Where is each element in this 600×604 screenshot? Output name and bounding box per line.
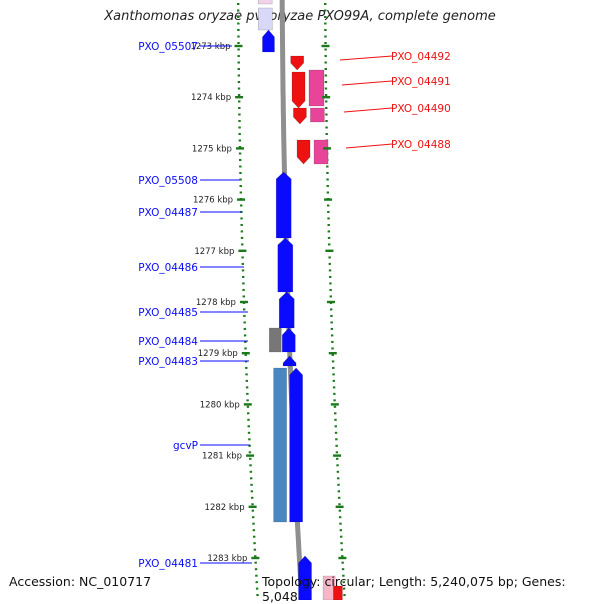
forward-gene-label: PXO_05507 bbox=[138, 41, 198, 53]
feature-pxo-04487 bbox=[277, 237, 294, 293]
feature-pxo-04492-a bbox=[290, 55, 304, 71]
gene-labels: PXO_05507 PXO_05508 PXO_04487 PXO_04486 PXO_… bbox=[138, 41, 451, 570]
forward-gene-label: PXO_04483 bbox=[138, 356, 198, 368]
tick-label: 1276 kbp bbox=[193, 196, 233, 206]
feature-pxo-05508 bbox=[275, 171, 292, 239]
forward-gene-label: gcvP bbox=[173, 440, 198, 452]
feature-top-lavender bbox=[257, 7, 273, 31]
feature-pxo-04483 bbox=[282, 355, 297, 367]
accession-text: Accession: NC_010717 bbox=[9, 574, 152, 589]
tick-label: 1277 kbp bbox=[194, 247, 234, 257]
reverse-gene-label: PXO_04491 bbox=[391, 76, 451, 88]
forward-gene-label: PXO_04484 bbox=[138, 336, 198, 348]
forward-gene-label: PXO_05508 bbox=[138, 175, 198, 187]
tick-label: 1274 kbp bbox=[191, 93, 231, 103]
tick-label: 1278 kbp bbox=[196, 298, 236, 308]
feature-pxo-04486 bbox=[278, 291, 295, 329]
tick-label: 1282 kbp bbox=[205, 503, 245, 513]
forward-gene-label: PXO_04481 bbox=[138, 558, 198, 570]
reverse-gene-leader bbox=[343, 107, 393, 113]
tick-label: 1281 kbp bbox=[202, 452, 242, 462]
feature-pxo-04488-a bbox=[296, 139, 311, 165]
tick-marks: 1273 kbp 1274 kbp 1275 kbp 1276 kbp 1277 kbp… bbox=[190, 42, 347, 564]
reverse-gene-leader bbox=[339, 55, 393, 61]
feature-top-light bbox=[257, 0, 273, 5]
tick-label: 1283 kbp bbox=[207, 554, 247, 564]
forward-gene-label: PXO_04486 bbox=[138, 262, 198, 274]
feature-pxo-04484 bbox=[268, 327, 282, 353]
feature-pxo-04481 bbox=[298, 555, 312, 600]
feature-pxo-04485 bbox=[281, 327, 296, 353]
tick-label: 1279 kbp bbox=[198, 349, 238, 359]
feature-pxo-04488 bbox=[313, 139, 329, 165]
feature-pxo-04491 bbox=[308, 69, 325, 107]
reverse-gene-label: PXO_04492 bbox=[391, 51, 451, 63]
forward-gene-label: PXO_04487 bbox=[138, 207, 198, 219]
feature-pxo-04490-a bbox=[293, 107, 307, 125]
reverse-gene-label: PXO_04488 bbox=[391, 139, 451, 151]
reverse-gene-label: PXO_04490 bbox=[391, 103, 451, 115]
feature-pxo-05507 bbox=[262, 29, 275, 53]
feature-pxo-04492 bbox=[291, 71, 306, 109]
feature-bottom-pink bbox=[322, 575, 336, 600]
feature-gcvp-steel bbox=[273, 367, 287, 523]
feature-bottom-red bbox=[333, 585, 343, 600]
reverse-gene-leader bbox=[341, 80, 393, 86]
map-title: Xanthomonas oryzae pv. oryzae PXO99A, co… bbox=[104, 9, 496, 24]
reverse-gene-leader bbox=[345, 143, 393, 149]
tick-label: 1273 kbp bbox=[190, 42, 230, 52]
tick-label: 1275 kbp bbox=[192, 144, 232, 154]
tick-label: 1280 kbp bbox=[200, 400, 240, 410]
outer-guide-ring bbox=[323, 0, 347, 600]
forward-gene-label: PXO_04485 bbox=[138, 307, 198, 319]
feature-pxo-04490 bbox=[310, 107, 325, 123]
gene-features bbox=[257, 0, 343, 600]
feature-gcvp bbox=[289, 367, 303, 523]
